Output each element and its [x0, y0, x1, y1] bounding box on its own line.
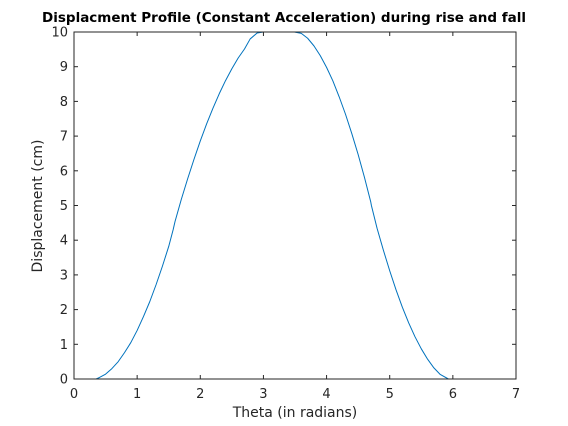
chart-title: Displacment Profile (Constant Accelerati… [42, 10, 526, 26]
y-axis-label: Displacement (cm) [30, 140, 46, 273]
x-tick-label: 7 [512, 387, 520, 402]
y-tick-label: 2 [60, 303, 68, 318]
x-tick-label: 2 [196, 387, 204, 402]
y-tick-label: 5 [60, 199, 68, 214]
y-tick-label: 8 [60, 95, 68, 110]
x-tick-label: 3 [259, 387, 267, 402]
y-tick-label: 1 [60, 338, 68, 353]
x-tick-label: 6 [449, 387, 457, 402]
y-tick-label: 6 [60, 164, 68, 179]
y-tick-label: 10 [51, 26, 68, 41]
x-tick-label: 5 [386, 387, 394, 402]
x-tick-label: 1 [133, 387, 141, 402]
x-tick-label: 4 [322, 387, 330, 402]
y-tick-label: 3 [60, 268, 68, 283]
y-tick-label: 9 [60, 60, 68, 75]
x-axis-label: Theta (in radians) [232, 405, 358, 421]
y-tick-label: 7 [60, 130, 68, 145]
y-tick-label: 0 [60, 373, 68, 388]
axes-box [73, 31, 517, 380]
x-tick-label: 0 [70, 387, 78, 402]
plot-area [74, 32, 516, 379]
y-tick-label: 4 [60, 234, 68, 249]
